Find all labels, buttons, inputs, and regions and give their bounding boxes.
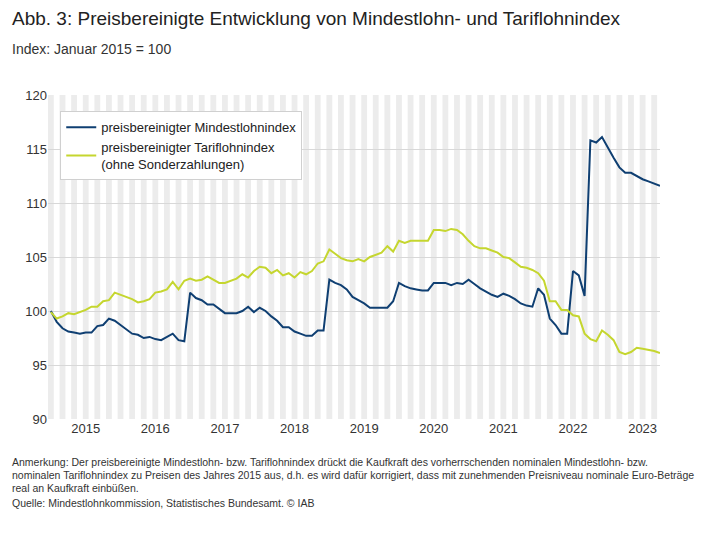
svg-text:90: 90 bbox=[33, 412, 47, 427]
svg-text:2019: 2019 bbox=[350, 421, 379, 436]
svg-text:2017: 2017 bbox=[210, 421, 239, 436]
svg-text:95: 95 bbox=[33, 358, 47, 373]
svg-text:115: 115 bbox=[26, 142, 47, 157]
html-text:Anmerkung: Der preisbereinigte: Anmerkung: Der preisbereinigte Mindestlo… bbox=[12, 456, 695, 494]
svg-text:110: 110 bbox=[26, 196, 47, 211]
svg-text:105: 105 bbox=[25, 250, 47, 265]
svg-text:2020: 2020 bbox=[419, 421, 448, 436]
html-text:Quelle: Mindestlohnkommission,: Quelle: Mindestlohnkommission, Statistis… bbox=[12, 497, 315, 509]
svg-text:2018: 2018 bbox=[280, 421, 309, 436]
svg-text:preisbereinigter Tariflohninde: preisbereinigter Tariflohnindex(ohne Son… bbox=[101, 140, 275, 172]
html-text:Index: Januar 2015 = 100: Index: Januar 2015 = 100 bbox=[12, 41, 172, 57]
svg-text:2022: 2022 bbox=[559, 421, 588, 436]
html-text:Abb. 3: Preisbereinigte Entwic: Abb. 3: Preisbereinigte Entwicklung von … bbox=[12, 8, 620, 29]
svg-text:2016: 2016 bbox=[141, 421, 170, 436]
svg-text:preisbereinigter Mindestlohnin: preisbereinigter Mindestlohnindex bbox=[101, 120, 296, 135]
svg-text:2023: 2023 bbox=[628, 421, 657, 436]
svg-text:120: 120 bbox=[25, 88, 47, 103]
svg-text:100: 100 bbox=[25, 304, 47, 319]
svg-text:2021: 2021 bbox=[489, 421, 518, 436]
svg-text:2015: 2015 bbox=[71, 421, 100, 436]
